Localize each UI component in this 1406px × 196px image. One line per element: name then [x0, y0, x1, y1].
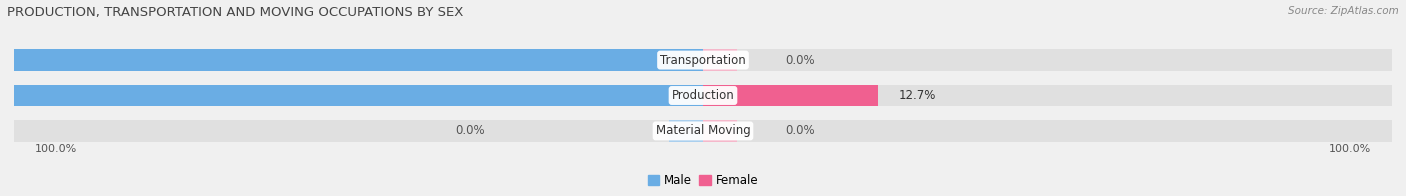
Bar	[0, 84, 703, 106]
Bar	[703, 49, 738, 71]
Bar	[14, 120, 1392, 142]
Bar	[0, 49, 703, 71]
Text: 100.0%: 100.0%	[1329, 144, 1371, 154]
Text: 100.0%: 100.0%	[35, 144, 77, 154]
Text: 12.7%: 12.7%	[898, 89, 936, 102]
Text: Transportation: Transportation	[661, 54, 745, 67]
Bar	[14, 84, 1392, 106]
Text: 0.0%: 0.0%	[786, 54, 815, 67]
Text: Material Moving: Material Moving	[655, 124, 751, 137]
Bar	[703, 84, 877, 106]
Legend: Male, Female: Male, Female	[643, 169, 763, 192]
Text: Source: ZipAtlas.com: Source: ZipAtlas.com	[1288, 6, 1399, 16]
Bar	[669, 120, 703, 142]
Text: Production: Production	[672, 89, 734, 102]
Text: PRODUCTION, TRANSPORTATION AND MOVING OCCUPATIONS BY SEX: PRODUCTION, TRANSPORTATION AND MOVING OC…	[7, 6, 464, 19]
Bar	[703, 120, 738, 142]
Bar	[14, 49, 1392, 71]
Text: 0.0%: 0.0%	[786, 124, 815, 137]
Text: 0.0%: 0.0%	[456, 124, 485, 137]
